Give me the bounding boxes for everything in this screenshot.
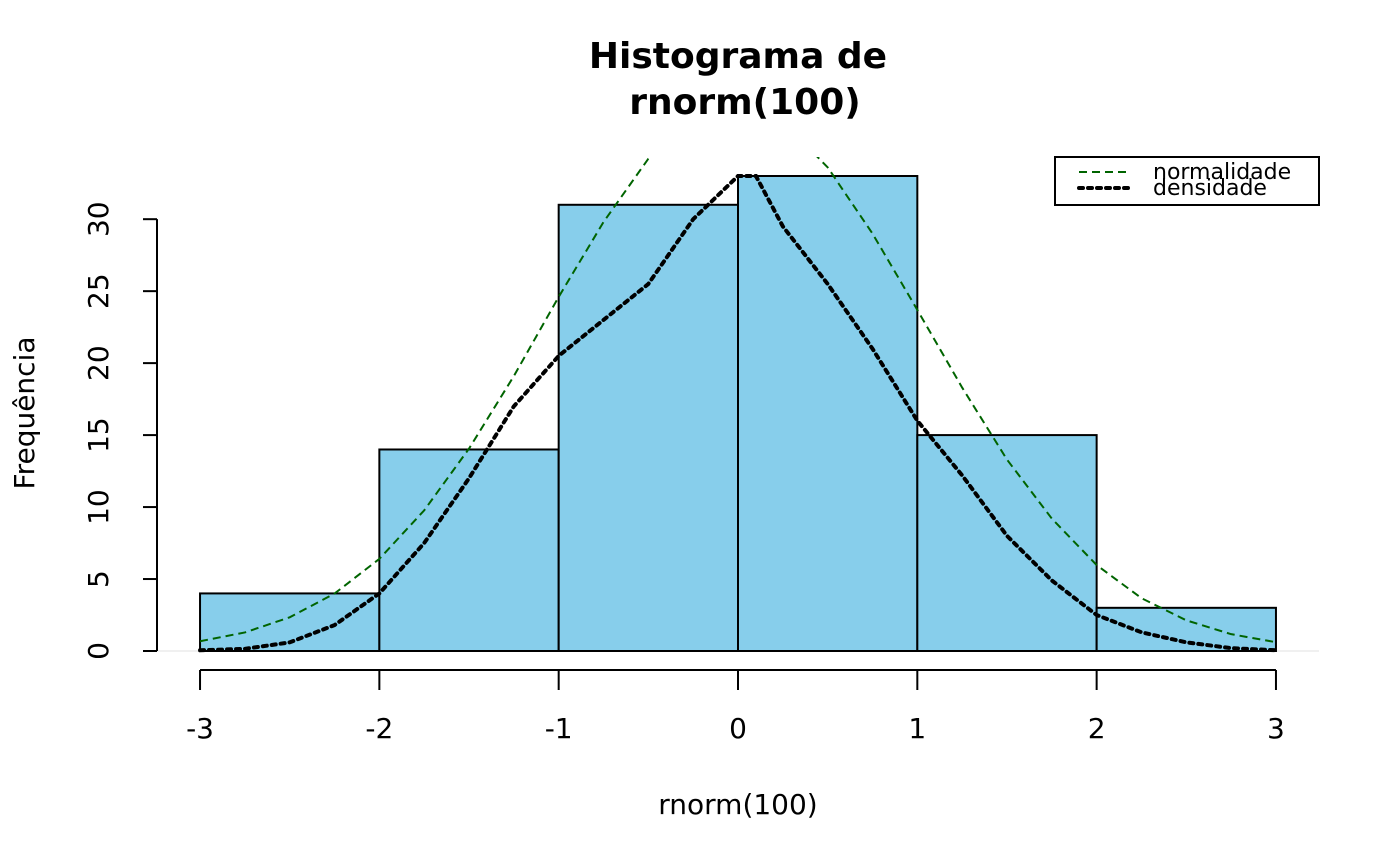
x-axis-label: rnorm(100) [658, 788, 817, 821]
x-tick-label: 3 [1267, 712, 1285, 745]
legend-box [1054, 156, 1320, 206]
legend-label: normalidade [1153, 160, 1291, 185]
x-tick-label: -3 [186, 712, 214, 745]
y-tick-label: 20 [82, 345, 115, 381]
y-tick-label: 25 [82, 273, 115, 309]
y-tick-label: 30 [82, 201, 115, 237]
curves [198, 157, 1278, 653]
bar [737, 175, 919, 652]
bar [378, 448, 560, 653]
x-tick-label: 1 [908, 712, 926, 745]
chart-title: Histograma de [589, 36, 887, 77]
curve [198, 174, 1278, 653]
y-axis-label: Frequência [8, 336, 41, 489]
x-tick-label: -1 [545, 712, 573, 745]
legend-label: densidade [1153, 176, 1267, 201]
bar [1095, 606, 1277, 652]
bar [916, 434, 1098, 652]
curve [199, 157, 1277, 644]
chart-title: rnorm(100) [629, 82, 860, 123]
y-tick-label: 0 [82, 642, 115, 660]
y-tick-label: 15 [82, 417, 115, 453]
x-tick-label: 2 [1088, 712, 1106, 745]
y-tick-label: 5 [82, 570, 115, 588]
y-tick-label: 10 [82, 489, 115, 525]
x-tick-label: -2 [365, 712, 393, 745]
x-tick-label: 0 [729, 712, 747, 745]
bar [557, 203, 739, 652]
